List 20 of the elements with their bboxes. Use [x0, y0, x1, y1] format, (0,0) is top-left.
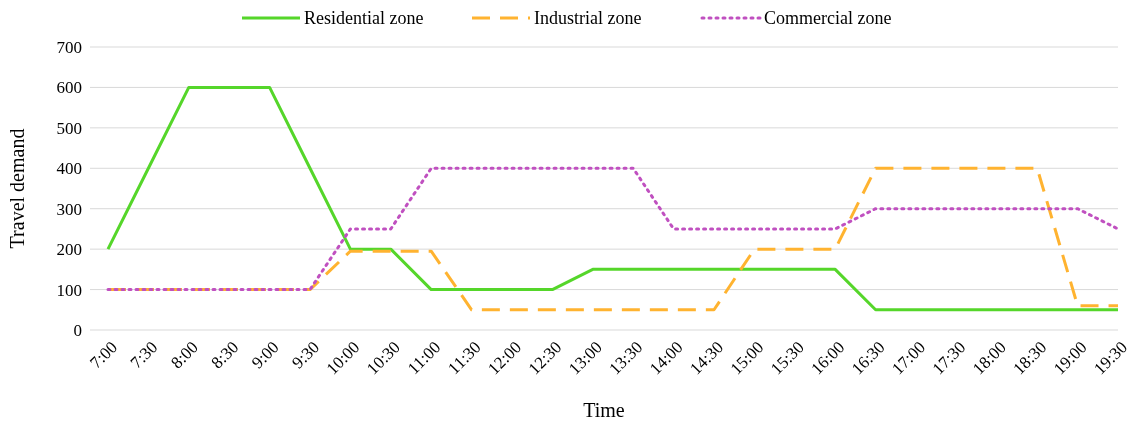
y-tick-label: 500	[56, 118, 82, 138]
x-tick-label: 9:00	[247, 337, 283, 373]
x-tick-label: 8:30	[207, 337, 243, 373]
x-tick-label: 7:00	[86, 337, 122, 373]
x-tick-label: 7:30	[126, 337, 162, 373]
line-series	[106, 85, 1120, 312]
y-tick-label: 0	[73, 320, 82, 340]
x-tick-label: 9:30	[288, 337, 324, 373]
x-tick-label: 8:00	[167, 337, 202, 373]
y-tick-label: 300	[56, 199, 82, 219]
x-axis-title: Time	[583, 399, 625, 421]
y-tick-label: 100	[56, 280, 82, 300]
y-tick-label: 400	[56, 159, 82, 179]
legend-label: Industrial zone	[534, 8, 642, 29]
legend-label: Commercial zone	[764, 8, 892, 29]
y-tick-label: 200	[56, 240, 82, 260]
y-tick-label: 600	[56, 78, 82, 98]
y-axis-title: Travel demand	[6, 128, 28, 249]
y-tick-label: 700	[56, 37, 82, 57]
legend-label: Residential zone	[304, 8, 424, 29]
